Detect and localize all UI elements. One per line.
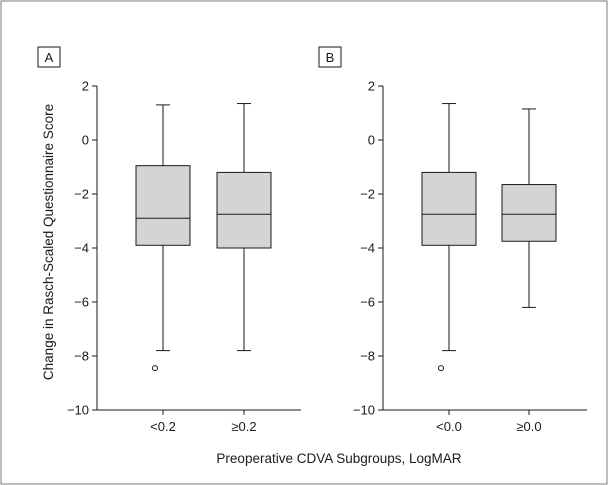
y-axis-title: Change in Rasch-Scaled Questionnaire Sco… <box>41 104 56 380</box>
panel-label: A <box>45 50 54 65</box>
x-tick-label: <0.0 <box>436 419 462 434</box>
iqr-box <box>135 165 191 246</box>
y-tick-label: −2 <box>360 187 375 202</box>
y-tick-label: −6 <box>74 295 89 310</box>
panel-label: B <box>326 50 335 65</box>
x-tick-label: <0.2 <box>150 419 176 434</box>
y-tick-label: −8 <box>360 349 375 364</box>
panel-a: A 2 0 −2 −4 −6 −8 −10 <0.2 ≥0.2 <box>37 46 301 434</box>
y-tick-label: 2 <box>368 79 375 94</box>
y-tick-label: 0 <box>82 133 89 148</box>
outlier-point <box>152 365 158 372</box>
panel-label-box <box>37 46 61 68</box>
iqr-box <box>421 171 477 246</box>
x-tick-label: ≥0.2 <box>231 419 256 434</box>
iqr-box <box>216 171 272 249</box>
y-tick-label: −2 <box>74 187 89 202</box>
iqr-box <box>501 184 557 242</box>
y-tick-label: −4 <box>74 241 89 256</box>
x-axis-title: Preoperative CDVA Subgroups, LogMAR <box>216 451 461 466</box>
y-tick-label: −10 <box>67 403 89 418</box>
x-tick-label: ≥0.0 <box>516 419 541 434</box>
y-tick-label: −6 <box>360 295 375 310</box>
y-tick-label: 0 <box>368 133 375 148</box>
panel-label-box <box>318 46 342 68</box>
y-tick-label: −10 <box>353 403 375 418</box>
outlier-point <box>438 365 444 372</box>
y-tick-label: −4 <box>360 241 375 256</box>
y-tick-label: 2 <box>82 79 89 94</box>
y-tick-label: −8 <box>74 349 89 364</box>
panel-b: B 2 0 −2 −4 −6 −8 −10 <0.0 ≥0.0 <box>318 46 587 434</box>
